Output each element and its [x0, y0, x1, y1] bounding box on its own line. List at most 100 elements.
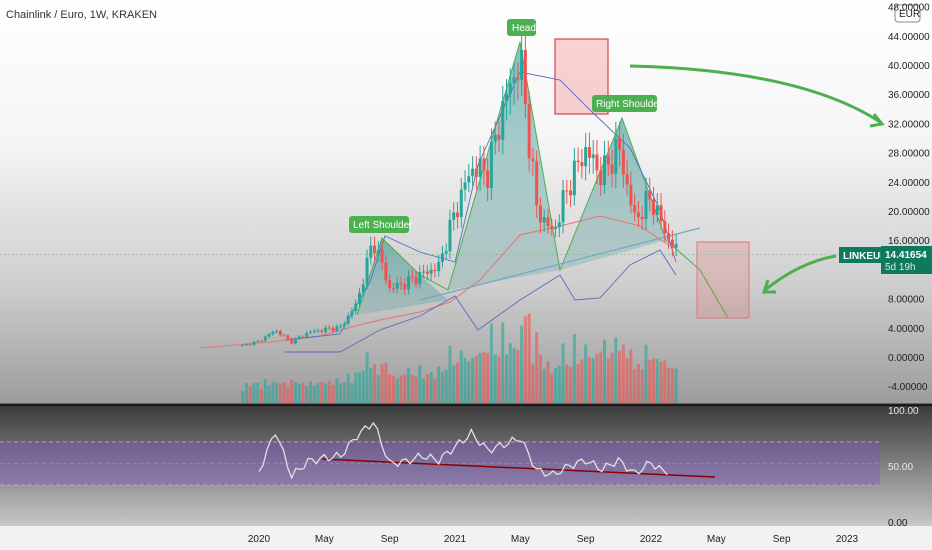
chart-title: Chainlink / Euro, 1W, KRAKEN — [6, 9, 157, 21]
candle-body — [267, 334, 271, 337]
volume-bar — [256, 382, 260, 403]
volume-bar — [358, 372, 362, 403]
volume-bar — [644, 344, 648, 403]
candle-body — [497, 134, 501, 140]
volume-bar — [640, 369, 644, 403]
time-axis[interactable]: 2020 May Sep 2021 May Sep 2022 May Sep 2023 — [248, 534, 859, 545]
volume-bar — [244, 382, 248, 403]
volume-bar — [267, 385, 271, 403]
volume-bar — [407, 368, 411, 403]
candle-body — [354, 303, 358, 312]
volume-bar — [648, 359, 652, 403]
candle-body — [278, 330, 282, 336]
candle-body — [422, 271, 426, 273]
bollinger-lower — [285, 249, 677, 353]
volume-bar — [670, 368, 674, 403]
volume-bar — [342, 382, 346, 403]
arrow-curve-top — [629, 64, 881, 124]
price-tick-label: 0.00000 — [888, 353, 925, 364]
time-tick-label: 2021 — [444, 534, 467, 545]
volume-bar — [444, 369, 448, 403]
volume-bar — [463, 358, 467, 403]
price-tick-label: 28.00000 — [888, 149, 930, 160]
volume-bar — [546, 361, 550, 403]
time-tick-label: May — [511, 534, 530, 545]
candle-body — [640, 216, 644, 220]
volume-bar — [380, 364, 384, 403]
volume-bar — [297, 383, 301, 403]
candle-body — [301, 336, 305, 338]
volume-bar — [384, 362, 388, 403]
price-tick-label: 48.00000 — [888, 3, 930, 14]
time-axis-background — [0, 526, 932, 550]
candle-body — [652, 199, 656, 216]
candle-body — [286, 335, 290, 339]
candle-body — [425, 271, 429, 274]
right-shoulder-label-box — [592, 95, 657, 112]
volume-bar — [429, 372, 433, 403]
volume-bar — [278, 383, 282, 403]
candle-body — [636, 212, 640, 217]
candle-body — [471, 168, 475, 177]
volume-bar — [365, 352, 369, 403]
volume-bar — [316, 383, 320, 403]
price-tick-label: 44.00000 — [888, 32, 930, 43]
candle-body — [587, 147, 591, 158]
candle-body — [448, 219, 452, 252]
price-tick-label: 20.00000 — [888, 207, 930, 218]
volume-bar — [538, 354, 542, 403]
price-tick-label: 8.00000 — [888, 295, 925, 306]
candle-body — [467, 176, 471, 183]
volume-bar — [527, 313, 531, 403]
volume-bar — [652, 358, 656, 403]
candle-body — [625, 174, 629, 185]
volume-bar — [580, 359, 584, 403]
volume-bar — [614, 337, 618, 403]
volume-bar — [410, 375, 414, 403]
candle-body — [478, 158, 482, 177]
candle-body — [312, 330, 316, 332]
volume-bar — [550, 373, 554, 403]
volume-bar — [241, 391, 245, 403]
volume-bar — [290, 379, 294, 403]
volume-bar — [309, 381, 313, 403]
volume-bar — [663, 360, 667, 403]
volume-bar — [587, 357, 591, 403]
left-shoulder-label-box — [349, 216, 409, 233]
volume-bar — [354, 372, 358, 403]
candle-body — [535, 161, 539, 206]
candle-body — [599, 170, 603, 186]
volume-bar — [618, 350, 622, 403]
time-tick-label: May — [707, 534, 726, 545]
volume-bar — [659, 361, 663, 403]
volume-bar — [478, 353, 482, 403]
volume-bar — [486, 352, 490, 403]
candle-body — [580, 162, 584, 167]
candle-body — [546, 217, 550, 227]
volume-bar — [252, 383, 256, 403]
volume-bar — [576, 363, 580, 403]
candle-body — [346, 315, 350, 324]
volume-bar — [275, 382, 279, 403]
candle-body — [388, 280, 392, 289]
last-price-tag[interactable]: LINKEUR 14.41654 5d 19h — [839, 246, 932, 274]
candle-body — [576, 160, 580, 163]
volume-bar — [369, 367, 373, 403]
countdown-text: 5d 19h — [885, 262, 916, 273]
volume-bar — [512, 348, 516, 403]
candle-body — [418, 272, 422, 285]
candle-body — [542, 217, 546, 223]
rsi-axis[interactable]: 100.00 50.00 0.00 — [888, 406, 919, 529]
volume-bar — [674, 368, 678, 403]
candle-body — [452, 212, 456, 220]
volume-bar — [440, 371, 444, 403]
volume-bars — [241, 313, 678, 403]
volume-bar — [531, 364, 535, 403]
left-shoulder-label: Left Shoulder — [349, 216, 413, 233]
currency-badge[interactable]: EUR — [894, 4, 921, 23]
time-tick-label: Sep — [577, 534, 595, 545]
candle-body — [271, 331, 275, 335]
volume-bar — [501, 322, 505, 403]
candle-body — [674, 243, 678, 248]
